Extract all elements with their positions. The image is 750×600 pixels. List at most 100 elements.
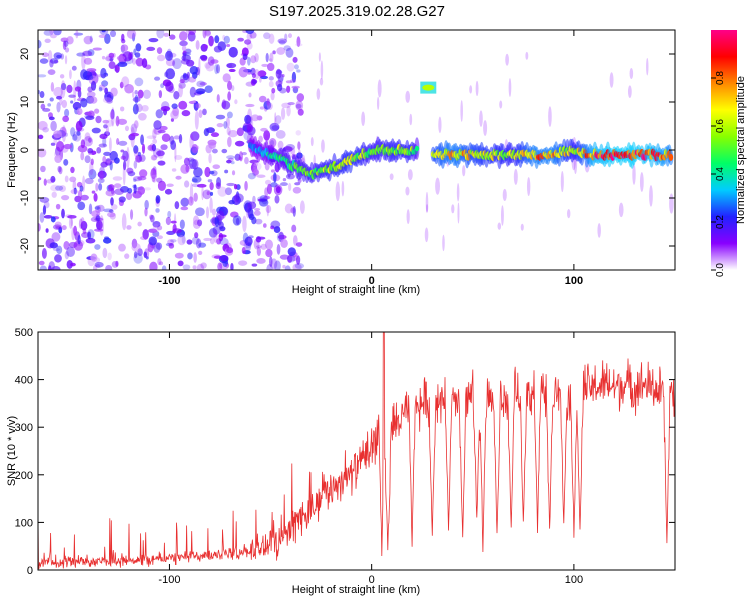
spectrogram-scatter-cell bbox=[263, 130, 271, 141]
spectrogram-streak-cell bbox=[479, 110, 483, 127]
spectrogram-scatter-cell bbox=[50, 120, 57, 132]
spectrogram-scatter-cell bbox=[50, 142, 56, 146]
spectrogram-scatter-cell bbox=[135, 103, 143, 113]
spectrogram-scatter-cell bbox=[191, 183, 200, 188]
spectrogram-scatter-cell bbox=[186, 59, 195, 67]
spectrogram-scatter-cell bbox=[219, 226, 226, 232]
spectrogram-scatter-cell bbox=[100, 67, 107, 79]
spectrogram-scatter-cell bbox=[186, 239, 193, 245]
spectrogram-scatter-cell bbox=[126, 30, 137, 39]
spectrogram-scatter-cell bbox=[200, 55, 208, 62]
spectrogram-scatter-cell bbox=[231, 85, 235, 92]
spectrogram-streak-cell bbox=[469, 85, 473, 94]
spectrogram-scatter-cell bbox=[146, 135, 157, 140]
spectrogram-scatter-cell bbox=[140, 134, 145, 146]
spectrogram-scatter-cell bbox=[177, 260, 184, 267]
spectrogram-scatter-cell bbox=[116, 55, 126, 61]
spectrogram-scatter-cell bbox=[291, 71, 297, 83]
spectrogram-streak-cell bbox=[669, 193, 674, 214]
spectrogram-scatter-cell bbox=[286, 254, 296, 263]
spectrogram-scatter-cell bbox=[139, 169, 148, 178]
spectrogram-scatter-cell bbox=[66, 84, 73, 94]
spectrogram-scatter-cell bbox=[99, 30, 109, 35]
spectrogram-scatter-cell bbox=[152, 138, 158, 144]
spectrogram-scatter-cell bbox=[196, 80, 206, 88]
spectrogram-scatter-cell bbox=[165, 216, 171, 226]
spectrogram-scatter-cell bbox=[99, 170, 104, 181]
spectrogram-scatter-cell bbox=[189, 66, 199, 75]
spectrogram-scatter-cell bbox=[157, 258, 162, 266]
spectrogram-scatter-cell bbox=[88, 137, 92, 143]
spectrogram-scatter-cell bbox=[204, 85, 213, 93]
spectrogram-scatter-cell bbox=[288, 182, 292, 192]
spectrogram-streak-cell bbox=[376, 96, 380, 110]
spectrogram-streak-cell bbox=[497, 222, 502, 230]
spectrogram-scatter-cell bbox=[253, 238, 260, 250]
spectrogram-scatter-cell bbox=[137, 151, 141, 157]
spectrogram-scatter-cell bbox=[247, 201, 257, 210]
spectrogram-scatter-cell bbox=[144, 187, 152, 191]
spectrogram-streak-cell bbox=[335, 181, 341, 202]
spectrogram-streak-cell bbox=[460, 100, 463, 122]
spectrogram-scatter-cell bbox=[86, 68, 97, 72]
snr-y-ticks: 0 100 200 300 400 500 bbox=[15, 327, 675, 577]
spectrogram-scatter-cell bbox=[52, 224, 62, 230]
spectrogram-scatter-cell bbox=[81, 231, 90, 238]
spectrogram-scatter-cell bbox=[56, 245, 63, 255]
spectrogram-scatter-cell bbox=[171, 60, 176, 67]
spectrogram-scatter-cell bbox=[192, 219, 201, 230]
spectrogram-scatter-cell bbox=[244, 114, 252, 125]
spectrogram-scatter-cell bbox=[83, 35, 93, 45]
spectrogram-scatter-cell bbox=[153, 242, 161, 253]
spectrogram-scatter-cell bbox=[54, 221, 62, 229]
spectrogram-scatter-cell bbox=[264, 162, 270, 171]
spectrogram-scatter-cell bbox=[143, 251, 148, 258]
spectrogram-scatter-cell bbox=[289, 79, 297, 84]
spectrogram-scatter-cell bbox=[214, 64, 219, 75]
spectrogram-scatter-cell bbox=[137, 176, 147, 181]
spectrogram-scatter-cell bbox=[188, 76, 197, 83]
spectrogram-scatter-cell bbox=[117, 61, 128, 68]
spectrogram-streak-cell bbox=[405, 186, 410, 196]
spectrogram-scatter-cell bbox=[158, 90, 163, 99]
spectrogram-scatter-cell bbox=[87, 147, 94, 154]
spectrogram-scatter-cell bbox=[137, 248, 143, 257]
spectrogram-scatter-cell bbox=[85, 237, 96, 244]
spectrogram-streak-cell bbox=[226, 127, 231, 136]
spectrogram-scatter-cell bbox=[274, 260, 281, 270]
spectrogram-scatter-cell bbox=[258, 198, 269, 207]
spectrogram-scatter-cell bbox=[170, 140, 177, 151]
spectrogram-scatter-cell bbox=[39, 58, 49, 64]
colorbar-body bbox=[711, 30, 737, 270]
spectrogram-scatter-cell bbox=[209, 191, 214, 196]
spectrogram-scatter-cell bbox=[184, 180, 190, 188]
spectrogram-scatter-cell bbox=[181, 54, 191, 62]
spectrogram-scatter-cell bbox=[43, 30, 54, 36]
spectrogram-streak-cell bbox=[64, 55, 68, 65]
spectrogram-scatter-cell bbox=[84, 155, 91, 164]
spectrogram-scatter-cell bbox=[192, 265, 197, 270]
spectrogram-scatter-cell bbox=[93, 193, 98, 202]
spectrogram-scatter-cell bbox=[249, 159, 259, 164]
spectrogram-scatter-cell bbox=[189, 86, 197, 98]
spectrogram-scatter-cell bbox=[70, 262, 76, 267]
spectrogram-scatter-cell bbox=[52, 248, 60, 252]
spectrogram-scatter-cell bbox=[202, 189, 212, 200]
spectrogram-scatter-cell bbox=[85, 115, 95, 121]
spectrogram-scatter-cell bbox=[130, 132, 140, 137]
spectrogram-scatter-cell bbox=[124, 125, 130, 132]
spectrogram-scatter-cell bbox=[287, 247, 296, 256]
spectrogram-scatter-cell bbox=[211, 148, 218, 154]
spectrogram-scatter-cell bbox=[95, 182, 99, 192]
spectrogram-streak-cell bbox=[152, 128, 157, 140]
spectrogram-streak-cell bbox=[442, 234, 445, 252]
spectrogram-scatter-cell bbox=[151, 174, 157, 178]
spectrogram-scatter-cell bbox=[250, 114, 260, 122]
spectrogram-scatter-cell bbox=[227, 91, 232, 101]
spectrogram-scatter-cell bbox=[43, 178, 47, 186]
spectrogram-scatter-cell bbox=[107, 211, 116, 218]
spectrogram-scatter-cell bbox=[228, 200, 235, 205]
spectrogram-scatter-cell bbox=[101, 55, 106, 60]
spectrogram-scatter-cell bbox=[80, 151, 85, 161]
spectrogram-streak-cell bbox=[597, 223, 601, 238]
